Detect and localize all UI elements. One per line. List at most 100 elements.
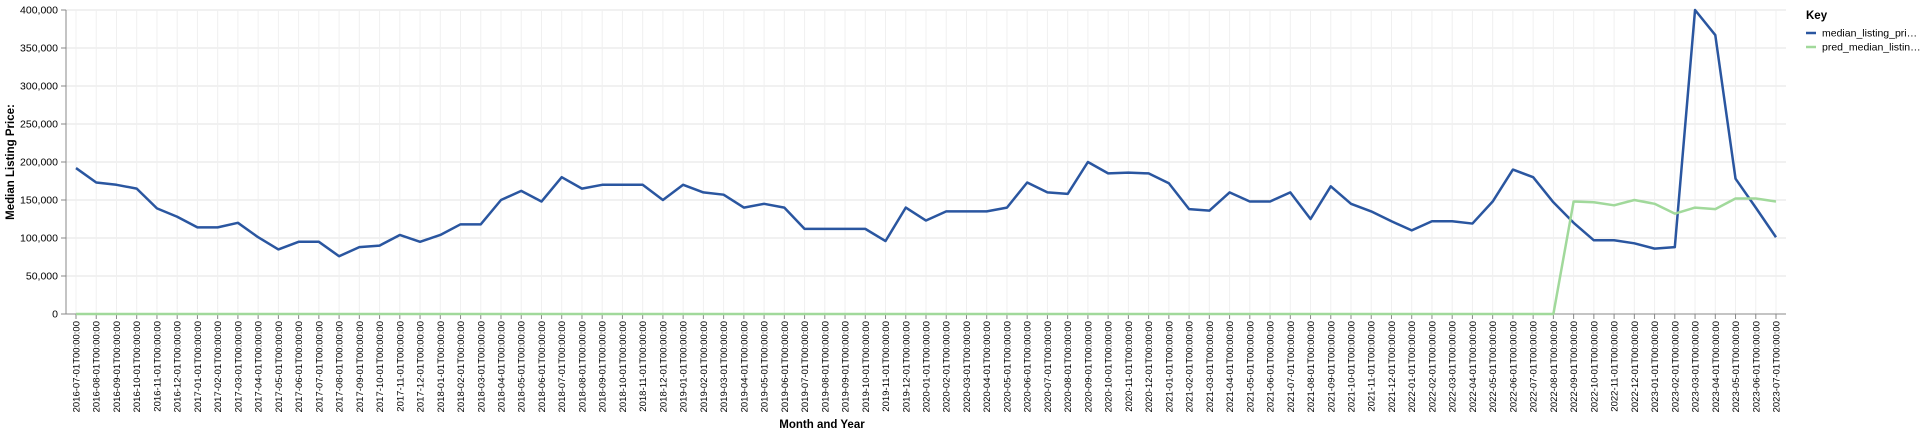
- x-tick-label: 2021-01-01T00:00:00: [1164, 321, 1175, 412]
- x-tick-label: 2021-05-01T00:00:00: [1245, 321, 1256, 412]
- y-tick-label: 0: [52, 309, 58, 321]
- x-tick-label: 2022-08-01T00:00:00: [1549, 321, 1560, 412]
- x-tick-label: 2018-09-01T00:00:00: [598, 321, 609, 412]
- x-tick-label: 2017-01-01T00:00:00: [193, 321, 204, 412]
- x-tick-label: 2021-02-01T00:00:00: [1185, 321, 1196, 412]
- x-tick-label: 2017-06-01T00:00:00: [294, 321, 305, 412]
- x-tick-label: 2023-04-01T00:00:00: [1711, 321, 1722, 412]
- x-tick-label: 2016-07-01T00:00:00: [72, 321, 83, 412]
- x-tick-label: 2020-12-01T00:00:00: [1144, 321, 1155, 412]
- x-tick-label: 2021-09-01T00:00:00: [1326, 321, 1337, 412]
- x-tick-label: 2018-06-01T00:00:00: [537, 321, 548, 412]
- y-axis-title: Median Listing Price:: [5, 104, 17, 220]
- x-tick-label: 2016-11-01T00:00:00: [152, 321, 163, 412]
- x-tick-label: 2022-06-01T00:00:00: [1508, 321, 1519, 412]
- x-tick-label: 2022-03-01T00:00:00: [1448, 321, 1459, 412]
- x-tick-label: 2017-08-01T00:00:00: [335, 321, 346, 412]
- x-tick-label: 2019-06-01T00:00:00: [780, 321, 791, 412]
- x-tick-label: 2017-04-01T00:00:00: [254, 321, 265, 412]
- x-tick-label: 2019-03-01T00:00:00: [719, 321, 730, 412]
- x-tick-label: 2019-07-01T00:00:00: [800, 321, 811, 412]
- x-tick-label: 2020-06-01T00:00:00: [1023, 321, 1034, 412]
- x-tick-label: 2021-10-01T00:00:00: [1347, 321, 1358, 412]
- x-tick-label: 2023-01-01T00:00:00: [1650, 321, 1661, 412]
- x-tick-label: 2020-10-01T00:00:00: [1104, 321, 1115, 412]
- x-tick-label: 2017-03-01T00:00:00: [233, 321, 244, 412]
- x-tick-label: 2022-11-01T00:00:00: [1610, 321, 1621, 412]
- x-tick-label: 2023-06-01T00:00:00: [1751, 321, 1762, 412]
- x-tick-label: 2020-11-01T00:00:00: [1124, 321, 1135, 412]
- x-tick-label: 2019-09-01T00:00:00: [841, 321, 852, 412]
- series-line: [76, 197, 1777, 316]
- x-tick-label: 2017-07-01T00:00:00: [314, 321, 325, 412]
- x-tick-label: 2019-01-01T00:00:00: [679, 321, 690, 412]
- x-tick-label: 2022-10-01T00:00:00: [1589, 321, 1600, 412]
- x-tick-label: 2021-04-01T00:00:00: [1225, 321, 1236, 412]
- x-tick-label: 2018-01-01T00:00:00: [436, 321, 447, 412]
- x-tick-label: 2020-07-01T00:00:00: [1043, 321, 1054, 412]
- x-tick-label: 2021-06-01T00:00:00: [1266, 321, 1277, 412]
- x-tick-label: 2018-12-01T00:00:00: [658, 321, 669, 412]
- x-axis-title: Month and Year: [779, 419, 865, 431]
- x-tick-label: 2018-07-01T00:00:00: [557, 321, 568, 412]
- x-tick-label: 2022-04-01T00:00:00: [1468, 321, 1479, 412]
- x-tick-label: 2020-08-01T00:00:00: [1063, 321, 1074, 412]
- x-tick-label: 2022-05-01T00:00:00: [1488, 321, 1499, 412]
- x-tick-label: 2019-12-01T00:00:00: [901, 321, 912, 412]
- x-tick-label: 2017-12-01T00:00:00: [416, 321, 427, 412]
- x-tick-label: 2019-11-01T00:00:00: [881, 321, 892, 412]
- x-tick-label: 2018-02-01T00:00:00: [456, 321, 467, 412]
- x-tick-label: 2020-04-01T00:00:00: [982, 321, 993, 412]
- x-tick-label: 2016-12-01T00:00:00: [173, 321, 184, 412]
- y-tick-label: 150,000: [20, 195, 58, 207]
- x-tick-label: 2017-10-01T00:00:00: [375, 321, 386, 412]
- y-tick-label: 200,000: [20, 157, 58, 169]
- x-tick-label: 2018-05-01T00:00:00: [517, 321, 528, 412]
- x-tick-label: 2019-08-01T00:00:00: [820, 321, 831, 412]
- x-tick-label: 2021-11-01T00:00:00: [1367, 321, 1378, 412]
- x-tick-label: 2017-09-01T00:00:00: [355, 321, 366, 412]
- series-line: [75, 8, 1778, 258]
- x-tick-label: 2019-04-01T00:00:00: [739, 321, 750, 412]
- x-tick-label: 2023-03-01T00:00:00: [1691, 321, 1702, 412]
- x-tick-label: 2016-10-01T00:00:00: [132, 321, 143, 412]
- x-tick-label: 2018-11-01T00:00:00: [638, 321, 649, 412]
- x-tick-label: 2021-08-01T00:00:00: [1306, 321, 1317, 412]
- y-tick-label: 300,000: [20, 81, 58, 93]
- y-tick-label: 250,000: [20, 119, 58, 131]
- x-tick-label: 2016-08-01T00:00:00: [92, 321, 103, 412]
- x-tick-label: 2016-09-01T00:00:00: [112, 321, 123, 412]
- legend-title: Key: [1806, 10, 1828, 22]
- x-tick-label: 2020-03-01T00:00:00: [962, 321, 973, 412]
- x-tick-label: 2018-08-01T00:00:00: [577, 321, 588, 412]
- x-tick-label: 2019-10-01T00:00:00: [861, 321, 872, 412]
- x-tick-label: 2017-05-01T00:00:00: [274, 321, 285, 412]
- x-tick-label: 2021-07-01T00:00:00: [1286, 321, 1297, 412]
- x-tick-label: 2017-11-01T00:00:00: [395, 321, 406, 412]
- x-tick-label: 2018-03-01T00:00:00: [476, 321, 487, 412]
- legend-label: median_listing_pri…: [1822, 28, 1917, 40]
- y-tick-label: 400,000: [20, 5, 58, 17]
- x-tick-label: 2020-02-01T00:00:00: [942, 321, 953, 412]
- x-tick-label: 2020-01-01T00:00:00: [922, 321, 933, 412]
- x-tick-label: 2022-09-01T00:00:00: [1569, 321, 1580, 412]
- x-tick-label: 2017-02-01T00:00:00: [213, 321, 224, 412]
- x-tick-label: 2021-03-01T00:00:00: [1205, 321, 1216, 412]
- x-tick-label: 2023-07-01T00:00:00: [1772, 321, 1783, 412]
- x-tick-label: 2022-07-01T00:00:00: [1529, 321, 1540, 412]
- x-tick-label: 2019-05-01T00:00:00: [760, 321, 771, 412]
- x-tick-label: 2020-09-01T00:00:00: [1083, 321, 1094, 412]
- y-tick-label: 50,000: [26, 271, 58, 283]
- x-tick-label: 2022-12-01T00:00:00: [1630, 321, 1641, 412]
- x-tick-label: 2023-05-01T00:00:00: [1731, 321, 1742, 412]
- x-tick-label: 2019-02-01T00:00:00: [699, 321, 710, 412]
- legend-label: pred_median_listin…: [1822, 42, 1920, 54]
- x-tick-label: 2022-01-01T00:00:00: [1407, 321, 1418, 412]
- x-tick-label: 2020-05-01T00:00:00: [1002, 321, 1013, 412]
- x-tick-label: 2022-02-01T00:00:00: [1427, 321, 1438, 412]
- x-tick-label: 2021-12-01T00:00:00: [1387, 321, 1398, 412]
- y-tick-label: 350,000: [20, 43, 58, 55]
- x-tick-label: 2018-04-01T00:00:00: [497, 321, 508, 412]
